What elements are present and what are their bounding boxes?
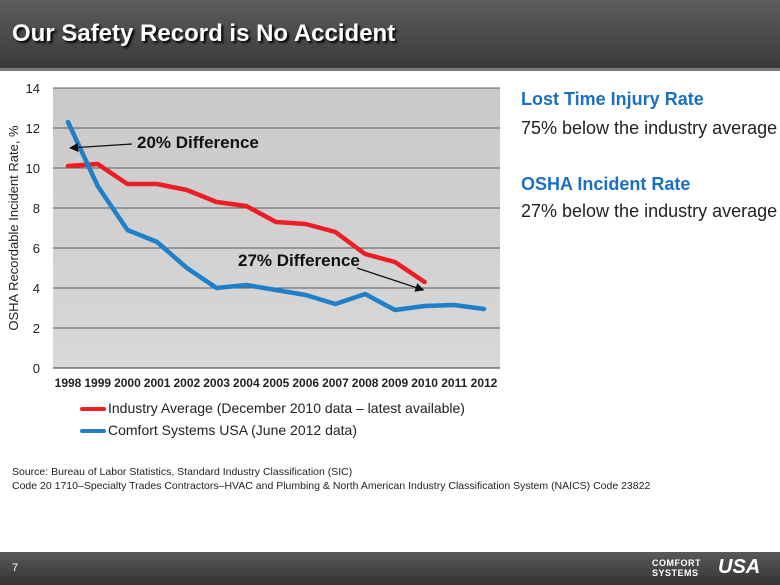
- source-line-2: Code 20 1710–Specialty Trades Contractor…: [12, 480, 651, 492]
- title-bar: Our Safety Record is No Accident: [0, 0, 780, 68]
- x-tick-label: 2001: [144, 376, 171, 390]
- x-axis: 1998 1999 2000 2001 2002 2003 2004 2005 2006 2007…: [53, 367, 500, 390]
- x-tick-label: 2008: [352, 376, 379, 390]
- legend-swatch-comfort: [80, 429, 106, 433]
- x-tick-label: 2009: [382, 376, 409, 390]
- y-tick-label: 14: [26, 81, 40, 96]
- y-tick-label: 2: [33, 321, 40, 336]
- annotation-20-percent: 20% Difference: [137, 133, 259, 152]
- x-tick-label: 2011: [441, 376, 467, 390]
- series-line-comfort-systems: [65, 119, 487, 313]
- legend-label-comfort: Comfort Systems USA (June 2012 data): [108, 422, 357, 438]
- company-logo: COMFORT SYSTEMS USA: [652, 556, 770, 581]
- y-tick-label: 4: [33, 281, 40, 296]
- y-tick-label: 6: [33, 241, 40, 256]
- y-axis-label: OSHA Recordable Incident Rate, %: [6, 125, 21, 331]
- lost-time-text: 75% below the industry average: [521, 118, 778, 138]
- footer-bar: 7 COMFORT SYSTEMS USA: [0, 552, 780, 585]
- series-lines: [65, 119, 487, 313]
- x-tick-label: 1999: [84, 376, 111, 390]
- annotations: 20% Difference 27% Difference: [69, 133, 425, 292]
- osha-heading: OSHA Incident Rate: [521, 174, 691, 194]
- osha-text: 27% below the industry average: [521, 201, 778, 221]
- source-note: Source: Bureau of Labor Statistics, Stan…: [12, 465, 650, 493]
- y-tick-label: 8: [33, 201, 40, 216]
- header-divider: [0, 68, 780, 71]
- x-tick-label: 2004: [233, 376, 260, 390]
- gridlines: [53, 87, 500, 329]
- x-tick-label: 2006: [292, 376, 319, 390]
- x-tick-label: 2000: [114, 376, 141, 390]
- x-tick-label: 2005: [263, 376, 290, 390]
- y-tick-label: 10: [26, 161, 40, 176]
- lost-time-heading: Lost Time Injury Rate: [521, 89, 704, 109]
- y-axis: 0 2 4 6 8 10 12 14: [26, 81, 40, 376]
- y-tick-label: 0: [33, 361, 40, 376]
- x-tick-label: 2012: [471, 376, 498, 390]
- x-tick-label: 2002: [174, 376, 201, 390]
- annotation-arrow-20-percent: [69, 142, 133, 153]
- annotation-27-percent: 27% Difference: [238, 251, 360, 270]
- x-tick-label: 2003: [203, 376, 230, 390]
- page-number: 7: [12, 562, 19, 574]
- legend-label-industry: Industry Average (December 2010 data – l…: [108, 400, 465, 416]
- x-tick-label: 2010: [411, 376, 438, 390]
- y-tick-label: 12: [26, 121, 40, 136]
- legend-swatch-industry: [80, 407, 106, 411]
- logo-text-comfort: COMFORT: [652, 558, 701, 568]
- line-chart: 0 2 4 6 8 10 12 14 1998 1999 2000 2001 2002 2003 2004…: [6, 81, 500, 390]
- logo-text-systems: SYSTEMS: [652, 568, 699, 578]
- annotation-arrow-27-percent: [356, 267, 425, 292]
- source-line-1: Source: Bureau of Labor Statistics, Stan…: [12, 466, 353, 478]
- x-tick-label: 1998: [55, 376, 82, 390]
- slide-title: Our Safety Record is No Accident: [12, 20, 396, 47]
- logo-mark-usa: USA: [718, 556, 761, 578]
- plot-area: [53, 88, 500, 368]
- x-tick-label: 2007: [322, 376, 349, 390]
- series-line-industry-average: [65, 161, 427, 285]
